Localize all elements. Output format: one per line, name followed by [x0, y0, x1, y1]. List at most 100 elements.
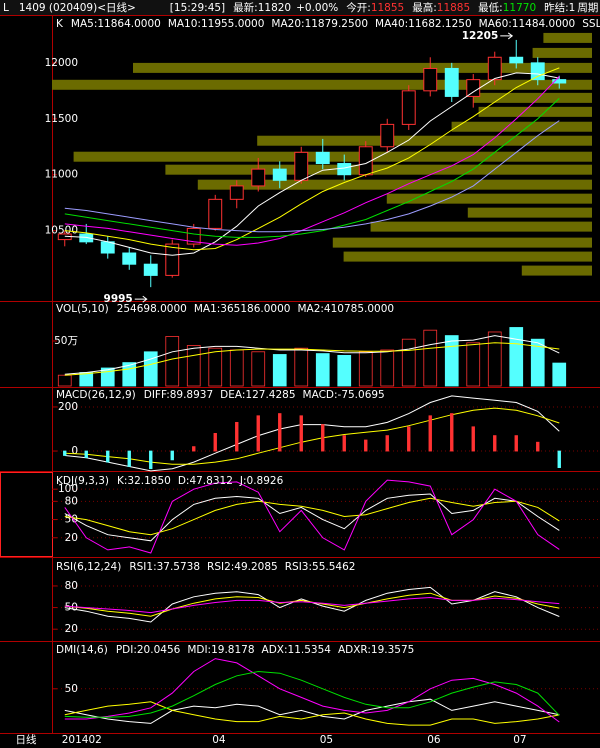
- header-text: 最新:: [233, 1, 258, 14]
- legend-entry: MA5:11864.0000: [71, 18, 161, 30]
- series-line: [64, 658, 560, 723]
- legend-entry: MDI:19.8178: [187, 644, 254, 656]
- bar: [106, 450, 110, 463]
- bar: [428, 415, 432, 452]
- series-line: [64, 596, 560, 614]
- bar: [84, 450, 88, 459]
- bar: [380, 349, 395, 387]
- legend-entry: MACD:-75.0695: [303, 389, 385, 401]
- y-tick-label: 50: [65, 602, 78, 614]
- header-text: 昨结:1: [544, 1, 575, 14]
- bar: [509, 327, 524, 387]
- header-text: 11855: [371, 2, 404, 14]
- header-text: +0.00%: [296, 2, 338, 14]
- candle-body: [165, 243, 180, 276]
- y-tick-label: 11500: [45, 113, 78, 125]
- bar: [63, 450, 67, 456]
- bar: [358, 351, 373, 387]
- header-text: 最低:: [478, 1, 503, 14]
- volume-profile-bar: [165, 164, 592, 175]
- header-text: 最高:: [412, 1, 437, 14]
- bar: [466, 342, 481, 387]
- bar: [256, 415, 260, 452]
- legend-entry: MA10:11955.0000: [168, 18, 265, 30]
- series-line: [64, 701, 560, 726]
- legend-entry: ADX:11.5354: [262, 644, 332, 656]
- header-text: L: [3, 2, 9, 14]
- candle-body: [100, 241, 115, 254]
- legend-entry: MA2:410785.0000: [297, 303, 394, 315]
- selected-panel-frame: [0, 472, 53, 557]
- candle-body: [186, 227, 201, 245]
- bar: [170, 450, 174, 461]
- bar: [127, 450, 131, 467]
- candle-body: [530, 62, 545, 81]
- header-text: [15:29:45]: [170, 2, 225, 14]
- volume-profile-bar: [73, 151, 593, 162]
- y-tick-label: 20: [65, 623, 78, 635]
- header-bar: [0, 0, 600, 15]
- bar: [557, 450, 561, 468]
- bar: [165, 336, 180, 387]
- bar: [251, 351, 266, 387]
- y-tick-label: 80: [65, 495, 78, 507]
- volume-profile-bar: [257, 135, 592, 146]
- bar: [423, 329, 438, 387]
- candle-body: [552, 79, 567, 84]
- series-line: [64, 407, 560, 465]
- candle-body: [466, 79, 481, 97]
- bar: [272, 354, 287, 387]
- legend-entry: D:47.8312: [178, 475, 233, 487]
- x-tick-label: 201402: [62, 734, 102, 746]
- candle-body: [143, 263, 158, 276]
- bar: [552, 362, 567, 387]
- series-line: [64, 479, 560, 554]
- x-tick-label: 05: [320, 734, 333, 746]
- legend-entry: DIFF:89.8937: [144, 389, 213, 401]
- candle-body: [337, 163, 352, 176]
- header-text: 11820: [258, 2, 291, 14]
- legend-entry: MA40:11682.1250: [375, 18, 472, 30]
- bar: [235, 421, 239, 452]
- legend-entry: K:32.1850: [117, 475, 171, 487]
- bar: [364, 439, 368, 452]
- bar: [192, 446, 196, 452]
- series-line: [64, 497, 560, 536]
- volume-profile-bar: [543, 32, 592, 43]
- series-line: [64, 395, 560, 472]
- volume-profile-bar: [52, 79, 592, 90]
- legend-entry: RSI2:49.2085: [207, 561, 278, 573]
- y-tick-label: 50万: [54, 335, 78, 347]
- annotation: 9995: [104, 293, 133, 305]
- legend-entry: RSI1:37.5738: [129, 561, 200, 573]
- volume-profile-bar: [467, 207, 592, 218]
- volume-profile-bar: [451, 121, 592, 132]
- bar: [278, 413, 282, 452]
- candle-body: [122, 252, 137, 265]
- volume-profile-bar: [532, 47, 592, 58]
- footer-label: 日线: [16, 733, 37, 746]
- bar: [100, 367, 115, 387]
- series-line: [64, 335, 560, 375]
- candle-body: [487, 56, 502, 81]
- bar: [143, 351, 158, 387]
- candle-body: [208, 198, 223, 229]
- legend-entry: 254698.0000: [117, 303, 187, 315]
- panel-title: KDJ(9,3,3): [56, 475, 109, 487]
- y-tick-label: 80: [65, 580, 78, 592]
- bar: [229, 349, 244, 387]
- series-line: [64, 72, 560, 256]
- y-tick-label: 20: [65, 532, 78, 544]
- volume-profile-bar: [197, 179, 593, 190]
- y-tick-label: 12000: [45, 57, 78, 69]
- series-line: [64, 342, 560, 376]
- volume-profile-bar: [386, 193, 592, 204]
- annotation-arrow: [500, 32, 514, 40]
- bar: [444, 335, 459, 387]
- series-line: [64, 670, 560, 718]
- volume-profile-bar: [473, 92, 592, 103]
- annotation-arrow: [134, 295, 148, 303]
- bar: [208, 347, 223, 387]
- y-tick-label: 50: [65, 683, 78, 695]
